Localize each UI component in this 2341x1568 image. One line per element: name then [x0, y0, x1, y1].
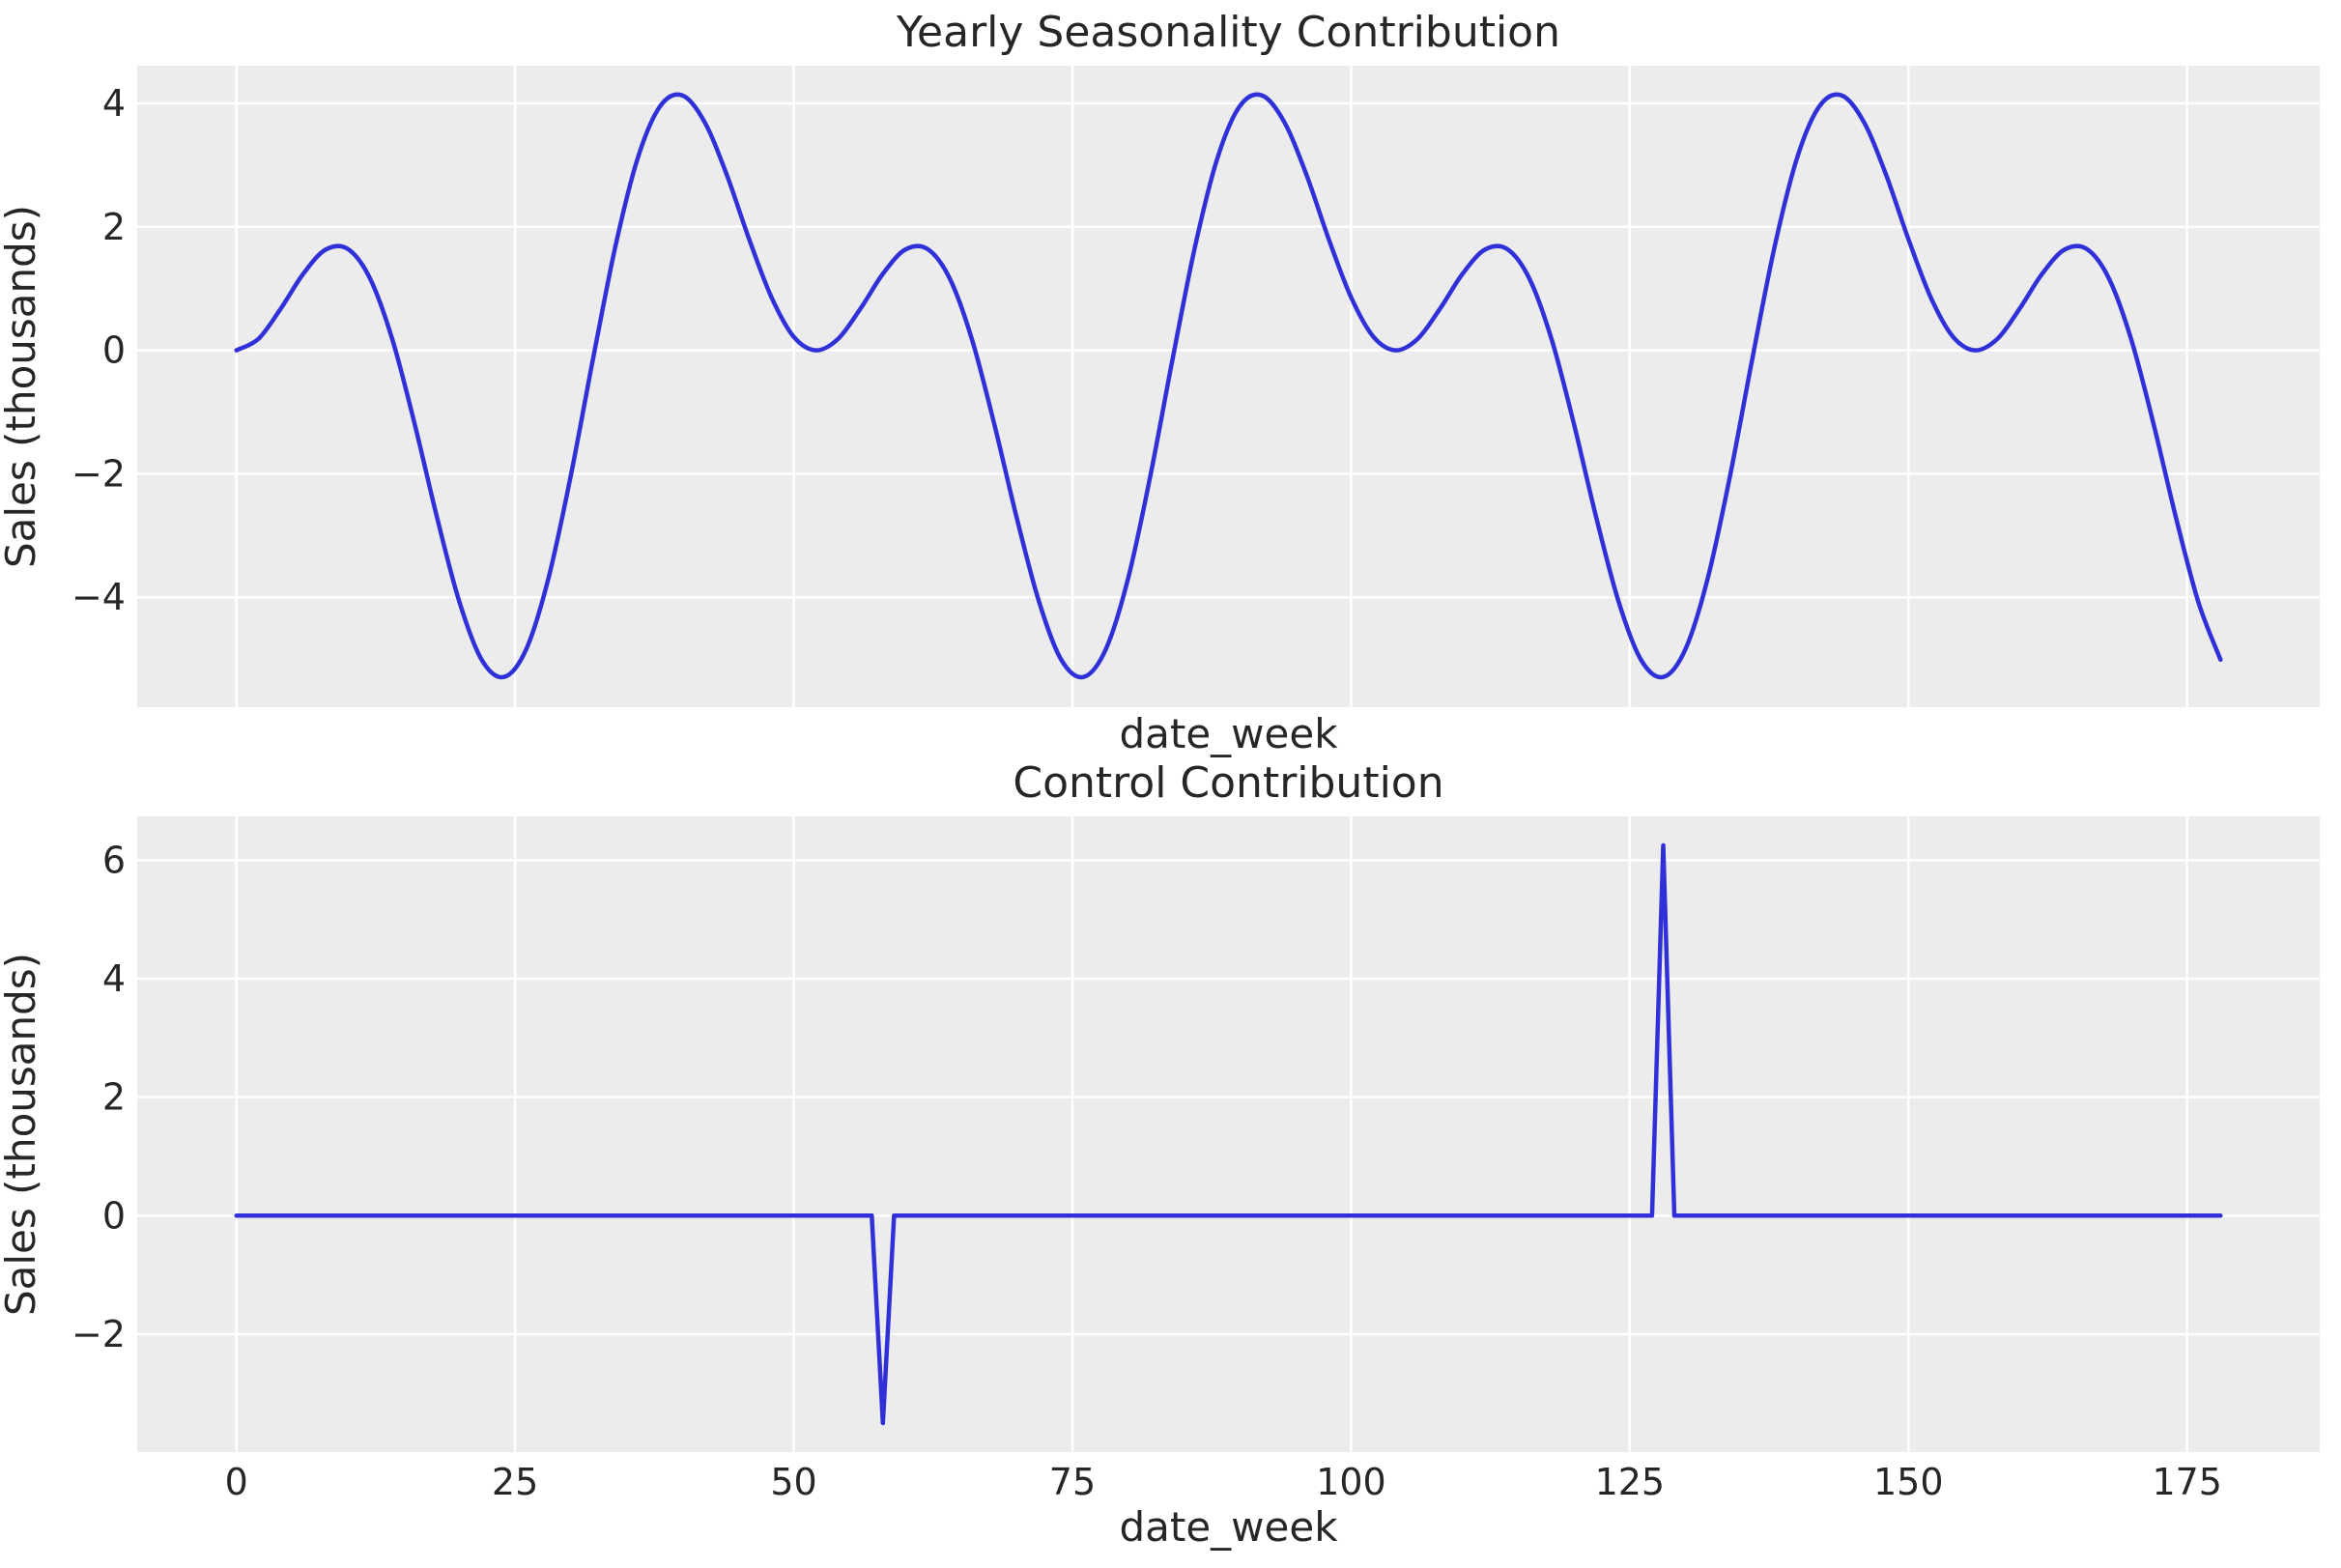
x-tick-label: 175 [2152, 1461, 2222, 1503]
y-tick-label: 0 [102, 1194, 126, 1237]
plot-background [137, 66, 2320, 707]
y-axis-label: Sales (thousands) [0, 953, 44, 1316]
series-line-control [234, 842, 2223, 1426]
x-tick-label: 125 [1595, 1461, 1666, 1503]
y-tick-label: 0 [102, 329, 126, 372]
panel-title: Yearly Seasonality Contribution [896, 8, 1560, 57]
x-tick-label: 75 [1049, 1461, 1096, 1503]
y-tick-label: 2 [102, 206, 126, 248]
x-axis-label: date_week [1119, 1503, 1338, 1551]
y-tick-label: 2 [102, 1076, 126, 1119]
y-tick-label: 4 [102, 82, 126, 125]
y-axis-label: Sales (thousands) [0, 205, 44, 568]
x-tick-label: 0 [225, 1461, 248, 1503]
plot-background [137, 816, 2320, 1452]
x-tick-label: 50 [770, 1461, 816, 1503]
y-tick-label: 4 [102, 957, 126, 1000]
x-axis-label: date_week [1119, 710, 1338, 757]
series-line-yearly_seasonality [234, 92, 2223, 680]
y-tick-label: −2 [71, 452, 126, 495]
yearly-seasonality-panel: −4 −2 0 2 4 Yearly Seasonality Contribution da… [0, 8, 2320, 757]
y-tick-label: −4 [71, 576, 126, 618]
y-tick-label: −2 [71, 1313, 126, 1355]
x-tick-label: 150 [1873, 1461, 1944, 1503]
x-tick-label: 25 [492, 1461, 538, 1503]
panel-title: Control Contribution [1013, 758, 1443, 808]
gridlines [137, 66, 2320, 707]
control-panel: −2 0 2 4 6 0 25 50 75 100 125 150 175 Control Contrib… [0, 758, 2320, 1551]
x-tick-label: 100 [1316, 1461, 1386, 1503]
y-tick-label: 6 [102, 839, 126, 881]
